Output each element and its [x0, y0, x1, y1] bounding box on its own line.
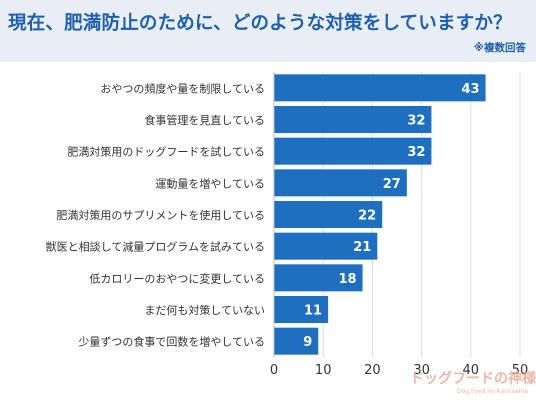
- logo-text: ドッグフードの神様: [410, 371, 536, 387]
- x-tick-label-2: 20: [364, 363, 381, 378]
- bar-8: [274, 327, 319, 355]
- bar-2: [274, 137, 432, 165]
- value-label-6: 18: [338, 272, 356, 287]
- bar-7: [274, 296, 329, 323]
- category-label-6: 低カロリーのおやつに変更している: [89, 271, 265, 285]
- category-label-3: 運動量を増やしている: [155, 176, 265, 190]
- value-label-8: 9: [303, 335, 312, 350]
- bar-5: [274, 232, 378, 260]
- bar-6: [274, 264, 363, 292]
- bar-0: [274, 74, 486, 102]
- category-label-8: 少量ずつの食事で回数を増やしている: [78, 335, 265, 349]
- category-label-5: 獣医と相談して減量プログラムを試みている: [46, 240, 265, 254]
- value-label-4: 22: [358, 209, 376, 224]
- category-label-2: 肥満対策用のドッグフードを試している: [67, 145, 265, 159]
- category-label-1: 食事管理を見直している: [144, 113, 265, 127]
- x-tick-label-3: 30: [413, 363, 430, 378]
- value-label-7: 11: [304, 304, 322, 319]
- value-label-2: 32: [407, 145, 425, 160]
- x-tick-label-1: 10: [315, 363, 332, 378]
- category-label-4: 肥満対策用のサプリメントを使用している: [56, 208, 265, 222]
- site-logo: ドッグフードの神様 Dog Food no Kamisama: [410, 370, 536, 396]
- x-tick-label-5: 50: [512, 363, 529, 378]
- x-tick-label-0: 0: [270, 363, 278, 378]
- category-label-0: おやつの頻度や量を制限している: [100, 81, 265, 95]
- value-label-3: 27: [383, 177, 401, 192]
- logo-subtext: Dog Food no Kamisama: [456, 388, 528, 395]
- bar-4: [274, 201, 383, 228]
- value-label-0: 43: [461, 82, 479, 97]
- chart-title: 現在、肥満防止のために、どのような対策をしていますか？: [8, 13, 512, 34]
- title-band: [0, 0, 536, 62]
- category-label-7: まだ何も対策していない: [144, 303, 265, 317]
- bar-3: [274, 169, 407, 197]
- x-tick-label-4: 40: [463, 363, 480, 378]
- value-label-5: 21: [353, 240, 371, 255]
- bar-1: [274, 106, 432, 133]
- value-label-1: 32: [407, 114, 425, 129]
- chart-subtitle: ※複数回答: [473, 42, 526, 54]
